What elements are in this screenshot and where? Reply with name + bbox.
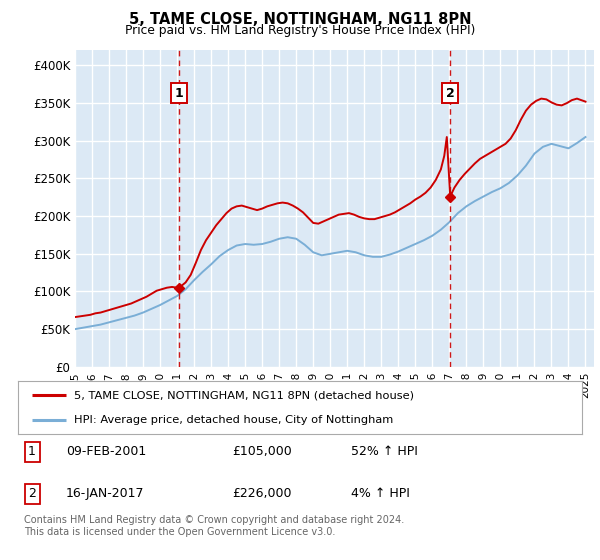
Text: 2: 2 [446, 87, 455, 100]
Text: 52% ↑ HPI: 52% ↑ HPI [351, 445, 418, 459]
Text: £105,000: £105,000 [232, 445, 292, 459]
Text: Price paid vs. HM Land Registry's House Price Index (HPI): Price paid vs. HM Land Registry's House … [125, 24, 475, 36]
Text: 1: 1 [175, 87, 184, 100]
Text: 1: 1 [28, 445, 36, 459]
Text: HPI: Average price, detached house, City of Nottingham: HPI: Average price, detached house, City… [74, 414, 394, 424]
Text: 09-FEB-2001: 09-FEB-2001 [66, 445, 146, 459]
Text: £226,000: £226,000 [232, 487, 292, 500]
Text: 4% ↑ HPI: 4% ↑ HPI [351, 487, 410, 500]
Text: 5, TAME CLOSE, NOTTINGHAM, NG11 8PN: 5, TAME CLOSE, NOTTINGHAM, NG11 8PN [129, 12, 471, 27]
Text: 5, TAME CLOSE, NOTTINGHAM, NG11 8PN (detached house): 5, TAME CLOSE, NOTTINGHAM, NG11 8PN (det… [74, 390, 415, 400]
Text: 2: 2 [28, 487, 36, 500]
Text: Contains HM Land Registry data © Crown copyright and database right 2024.
This d: Contains HM Land Registry data © Crown c… [24, 515, 404, 537]
Text: 16-JAN-2017: 16-JAN-2017 [66, 487, 145, 500]
